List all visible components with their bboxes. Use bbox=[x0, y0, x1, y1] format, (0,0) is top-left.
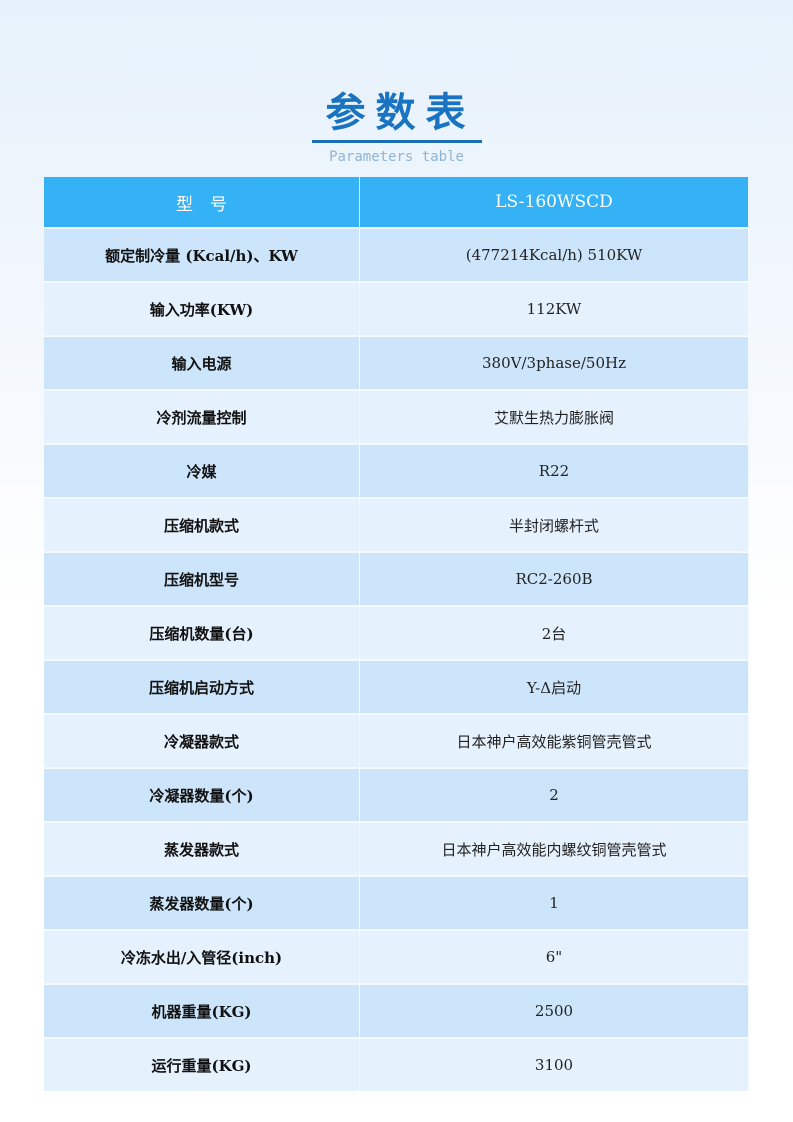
param-name: 冷冻水出/入管径(inch) bbox=[44, 929, 360, 984]
param-name: 输入电源 bbox=[44, 335, 360, 390]
param-value: Y-Δ启动 bbox=[359, 659, 749, 714]
table-row: 冷凝器数量(个) 2 bbox=[44, 767, 749, 822]
param-name: 压缩机数量(台) bbox=[44, 605, 360, 660]
param-name: 输入功率(KW) bbox=[44, 281, 360, 336]
param-value: 2500 bbox=[359, 983, 749, 1038]
table-row: 蒸发器数量(个) 1 bbox=[44, 875, 749, 930]
table-row: 蒸发器款式 日本神户高效能内螺纹铜管壳管式 bbox=[44, 821, 749, 876]
param-value: 2 bbox=[359, 767, 749, 822]
param-value: 艾默生热力膨胀阀 bbox=[359, 389, 749, 444]
table-row: 压缩机启动方式 Y-Δ启动 bbox=[44, 659, 749, 714]
param-value: 日本神户高效能紫铜管壳管式 bbox=[359, 713, 749, 768]
page-subtitle: Parameters table bbox=[329, 149, 464, 165]
table-row: 冷剂流量控制 艾默生热力膨胀阀 bbox=[44, 389, 749, 444]
table-row: 冷凝器款式 日本神户高效能紫铜管壳管式 bbox=[44, 713, 749, 768]
table-row: 压缩机数量(台) 2台 bbox=[44, 605, 749, 660]
table-row: 压缩机款式 半封闭螺杆式 bbox=[44, 497, 749, 552]
param-value: 日本神户高效能内螺纹铜管壳管式 bbox=[359, 821, 749, 876]
param-name: 机器重量(KG) bbox=[44, 983, 360, 1038]
param-name: 蒸发器款式 bbox=[44, 821, 360, 876]
param-name: 压缩机型号 bbox=[44, 551, 360, 606]
param-value: 2台 bbox=[359, 605, 749, 660]
table-row: 机器重量(KG) 2500 bbox=[44, 983, 749, 1038]
table-row: 运行重量(KG) 3100 bbox=[44, 1037, 749, 1091]
param-name: 压缩机启动方式 bbox=[44, 659, 360, 714]
title-block: 参数表 Parameters table bbox=[0, 80, 793, 165]
param-name: 蒸发器数量(个) bbox=[44, 875, 360, 930]
table-row: 额定制冷量 (Kcal/h)、KW (477214Kcal/h) 510KW bbox=[44, 227, 749, 282]
param-value: 112KW bbox=[359, 281, 749, 336]
param-name: 冷剂流量控制 bbox=[44, 389, 360, 444]
param-value: 3100 bbox=[359, 1037, 749, 1091]
header-key: 型 号 bbox=[44, 177, 360, 228]
param-name: 额定制冷量 (Kcal/h)、KW bbox=[44, 227, 360, 282]
param-name: 压缩机款式 bbox=[44, 497, 360, 552]
param-value: R22 bbox=[359, 443, 749, 498]
table-header: 型 号 LS-160WSCD bbox=[44, 177, 749, 228]
param-value: 6" bbox=[359, 929, 749, 984]
param-value: RC2-260B bbox=[359, 551, 749, 606]
table-row: 冷冻水出/入管径(inch) 6" bbox=[44, 929, 749, 984]
param-name: 冷媒 bbox=[44, 443, 360, 498]
param-value: 1 bbox=[359, 875, 749, 930]
parameters-table: 型 号 LS-160WSCD 额定制冷量 (Kcal/h)、KW (477214K… bbox=[44, 177, 749, 1091]
table-row: 冷媒 R22 bbox=[44, 443, 749, 498]
param-value: 380V/3phase/50Hz bbox=[359, 335, 749, 390]
table-row: 输入功率(KW) 112KW bbox=[44, 281, 749, 336]
param-value: 半封闭螺杆式 bbox=[359, 497, 749, 552]
param-name: 冷凝器款式 bbox=[44, 713, 360, 768]
param-name: 运行重量(KG) bbox=[44, 1037, 360, 1091]
param-name: 冷凝器数量(个) bbox=[44, 767, 360, 822]
param-value: (477214Kcal/h) 510KW bbox=[359, 227, 749, 282]
table-row: 输入电源 380V/3phase/50Hz bbox=[44, 335, 749, 390]
table-row: 压缩机型号 RC2-260B bbox=[44, 551, 749, 606]
page-title: 参数表 bbox=[311, 80, 482, 143]
header-model: LS-160WSCD bbox=[359, 177, 749, 228]
